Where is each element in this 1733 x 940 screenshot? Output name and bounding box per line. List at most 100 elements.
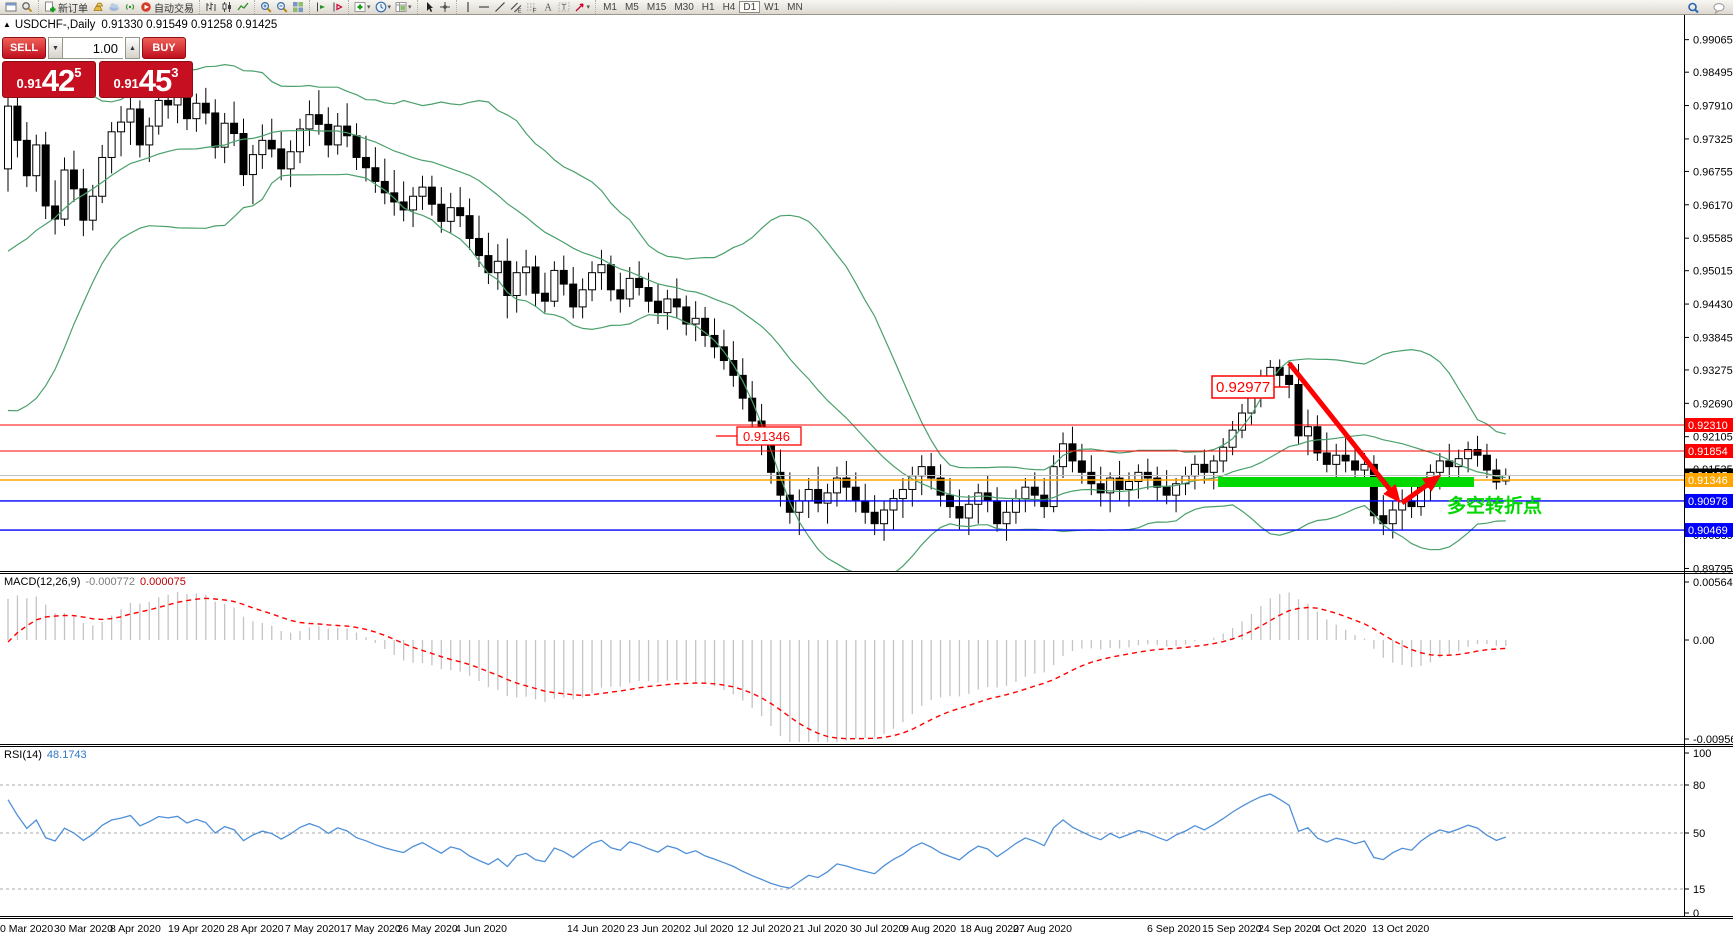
- ohlc-values: 0.91330 0.91549 0.91258 0.91425: [101, 19, 278, 31]
- timeframe-m30[interactable]: M30: [670, 1, 697, 13]
- toolbar-line-chart-button[interactable]: [235, 1, 251, 14]
- buy-price-panel[interactable]: 0.91 45 3: [99, 61, 193, 98]
- toolbar-trendline-button[interactable]: [492, 1, 508, 14]
- volume-increase-button[interactable]: ▲: [125, 37, 140, 59]
- macd-indicator-label: MACD(12,26,9) -0.000772 0.000075: [4, 576, 186, 588]
- toolbar-fibonacci-button[interactable]: F: [524, 1, 540, 14]
- date-label: 6 Sep 2020: [1147, 923, 1201, 935]
- buy-price-prefix: 0.91: [113, 76, 139, 91]
- toolbar-cursor-button[interactable]: [421, 1, 437, 14]
- search-icon: [1688, 2, 1699, 13]
- price-badge-label: 0.91346: [1688, 475, 1728, 487]
- timeframe-mn[interactable]: MN: [783, 1, 807, 13]
- timeframe-m1[interactable]: M1: [599, 1, 621, 13]
- support-zone-bar[interactable]: [1218, 477, 1474, 487]
- date-label: 23 Jun 2020: [627, 923, 685, 935]
- rsi-scale-label: 0: [1693, 908, 1699, 920]
- date-label: 28 Apr 2020: [227, 923, 284, 935]
- toolbar-group: 新订单 自动交易: [38, 0, 199, 15]
- toolbar-chat-button[interactable]: [1711, 1, 1727, 14]
- date-label: 13 Oct 2020: [1372, 923, 1429, 935]
- toolbar-chart-window-button[interactable]: [3, 1, 19, 14]
- toolbar-hline-button[interactable]: [476, 1, 492, 14]
- svg-text:E: E: [517, 9, 521, 14]
- zoom-in-icon: [260, 1, 272, 13]
- timeframe-w1[interactable]: W1: [760, 1, 783, 13]
- market-watch-icon: [22, 2, 33, 13]
- trend-arrow-up[interactable]: [1400, 474, 1442, 506]
- high-price-label-box[interactable]: [1211, 375, 1275, 399]
- periods-icon: [375, 1, 386, 13]
- price-tick-label: 0.92690: [1693, 398, 1733, 410]
- toolbar-cloud-button[interactable]: [106, 1, 122, 14]
- buy-button[interactable]: BUY: [142, 37, 186, 59]
- zoom-out-icon: [276, 1, 288, 13]
- toolbar-group: [309, 0, 348, 14]
- toolbar-candle-chart-button[interactable]: [219, 1, 235, 14]
- toolbar-zoom-in-button[interactable]: [258, 1, 274, 14]
- toolbar-chart-shift-button[interactable]: [329, 1, 345, 14]
- rsi-layer: [7, 793, 1507, 889]
- volume-input[interactable]: 1.00: [63, 37, 123, 59]
- trend-arrow-down[interactable]: [1287, 361, 1401, 504]
- toolbar-auto-scroll-button[interactable]: [313, 1, 329, 14]
- price-tick-label: 0.96170: [1693, 200, 1733, 212]
- price-tick-label: 0.92105: [1693, 432, 1733, 444]
- price-badge-label: 0.91854: [1688, 446, 1728, 458]
- timeframe-m15[interactable]: M15: [643, 1, 670, 13]
- toolbar-autotrade-button[interactable]: 自动交易: [138, 1, 196, 15]
- hline-icon: [478, 6, 489, 8]
- toolbar-periods-button[interactable]: ▾: [373, 1, 394, 14]
- volume-decrease-button[interactable]: ▼: [48, 37, 63, 59]
- toolbar-gold-button[interactable]: [90, 1, 106, 14]
- timeframe-h4[interactable]: H4: [719, 1, 740, 13]
- toolbar-equidistant-channel-button[interactable]: E: [508, 1, 524, 14]
- one-click-trading-panel: SELL ▼ 1.00 ▲ BUY 0.91 42 5 0.91 45 3: [2, 37, 198, 98]
- svg-text:A: A: [544, 3, 552, 14]
- bollinger-lower: [7, 173, 1506, 571]
- level-price-label-box[interactable]: [736, 426, 802, 446]
- price-badge: [1685, 523, 1733, 538]
- toolbar-new-order-button[interactable]: 新订单: [42, 1, 90, 15]
- toolbar-group: [0, 0, 38, 14]
- date-label: 18 Aug 2020: [960, 923, 1019, 935]
- annotation-cn-text[interactable]: 多空转折点: [1447, 494, 1542, 517]
- date-label: 30 Jul 2020: [850, 923, 904, 935]
- date-label: 7 May 2020: [285, 923, 340, 935]
- timeframe-d1[interactable]: D1: [739, 1, 761, 13]
- svg-text:F: F: [532, 8, 536, 14]
- toolbar-signal-button[interactable]: [122, 1, 138, 14]
- toolbar-arrows-button[interactable]: ▾: [572, 1, 593, 14]
- sell-price-panel[interactable]: 0.91 42 5: [2, 61, 96, 98]
- rsi-scale-label: 80: [1693, 780, 1705, 792]
- price-tick-label: 0.93275: [1693, 365, 1733, 377]
- price-tick-label: 0.98495: [1693, 67, 1733, 79]
- price-badge: [1685, 493, 1733, 508]
- toolbar-vline-button[interactable]: [460, 1, 476, 14]
- toolbar-crosshair-button[interactable]: [437, 1, 453, 14]
- toolbar-group: [254, 0, 309, 14]
- date-label: 14 Jun 2020: [567, 923, 625, 935]
- sell-price-pips: 42: [41, 63, 75, 98]
- toolbar-market-watch-button[interactable]: [19, 1, 35, 14]
- date-label: 4 Oct 2020: [1315, 923, 1367, 935]
- toolbar-zoom-out-button[interactable]: [274, 1, 290, 14]
- toolbar-text-label-button[interactable]: T: [556, 1, 572, 14]
- timeframe-h1[interactable]: H1: [698, 1, 719, 13]
- date-label: 2 Jul 2020: [685, 923, 734, 935]
- bar-chart-icon: [206, 2, 216, 11]
- cloud-icon: [109, 3, 119, 11]
- price-badge: [1685, 418, 1733, 432]
- timeframe-m5[interactable]: M5: [621, 1, 643, 13]
- toolbar-text-button[interactable]: A: [540, 1, 556, 14]
- toolbar-tile-windows-button[interactable]: [290, 1, 306, 14]
- toolbar-search-button[interactable]: [1685, 1, 1701, 14]
- toolbar-templates-button[interactable]: ▾: [393, 1, 414, 14]
- collapse-triangle-icon[interactable]: ▲: [3, 20, 11, 29]
- price-badge-label: 0.90469: [1688, 525, 1728, 537]
- sell-button[interactable]: SELL: [2, 37, 46, 59]
- toolbar-indicators-button[interactable]: ▾: [352, 1, 373, 14]
- toolbar-bar-chart-button[interactable]: [203, 1, 219, 14]
